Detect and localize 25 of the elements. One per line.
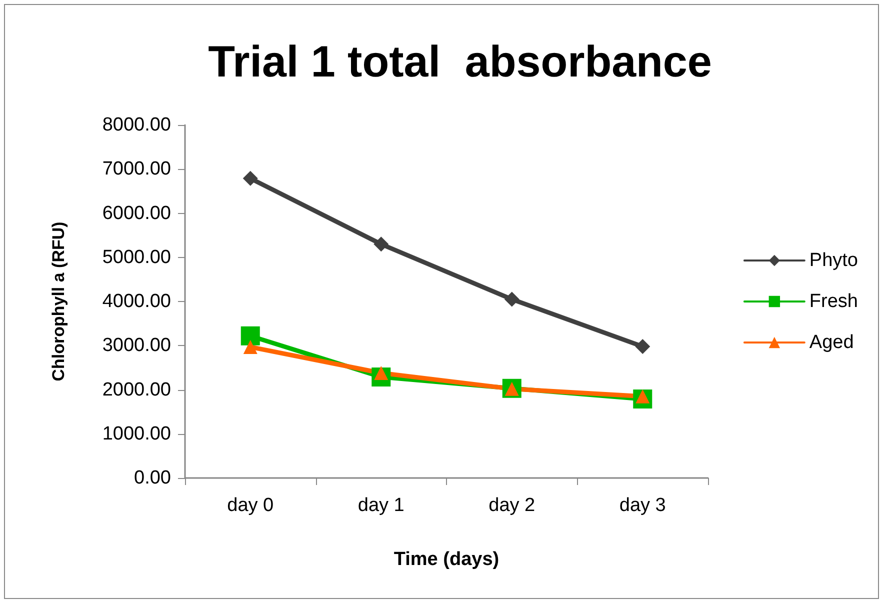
legend-label: Aged [809, 332, 854, 353]
point [504, 292, 520, 307]
y-tick-label: 8000.00 [102, 114, 171, 136]
point [240, 326, 260, 346]
legend-label: Phyto [809, 250, 858, 271]
legend-label: Fresh [809, 291, 858, 312]
chart-title: Trial 1 total absorbance [208, 38, 712, 86]
y-tick-label: 7000.00 [102, 158, 171, 180]
y-tick-label: 2000.00 [102, 379, 171, 400]
x-tick-label: day 3 [619, 495, 666, 516]
x-axis-title: Time (days) [394, 549, 500, 570]
y-tick-label: 1000.00 [102, 423, 171, 444]
y-tick-label: 5000.00 [102, 246, 171, 268]
y-tick-label: 4000.00 [102, 291, 171, 312]
point [635, 339, 650, 354]
y-tick-label: 6000.00 [102, 202, 171, 224]
y-axis-title: Chlorophyll a (RFU) [49, 222, 68, 382]
point [243, 340, 258, 354]
point [242, 170, 258, 186]
x-tick-label: day 1 [358, 495, 404, 516]
point [374, 236, 389, 252]
y-tick-label: 0.00 [134, 468, 171, 488]
x-tick-label: day 2 [488, 495, 536, 516]
y-tick-label: 3000.00 [102, 335, 171, 356]
x-tick-label: day 0 [227, 495, 274, 516]
